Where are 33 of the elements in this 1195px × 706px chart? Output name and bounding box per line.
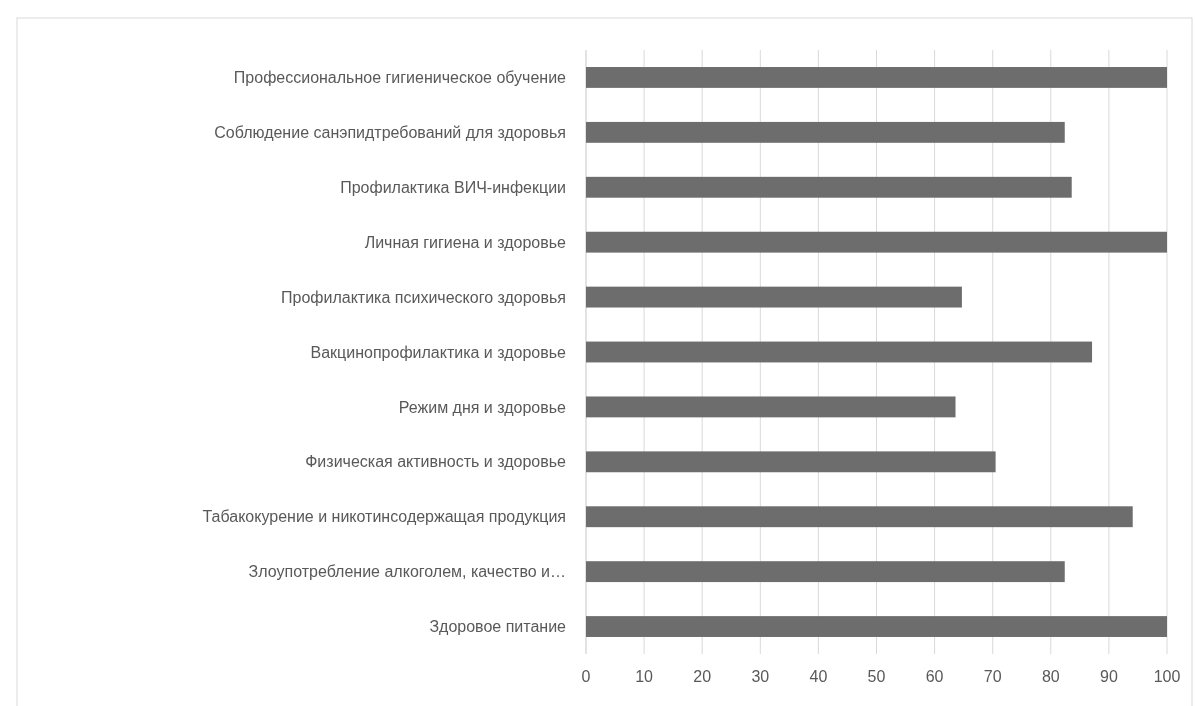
- y-tick-label: Здоровое питание: [429, 618, 567, 636]
- bar: [586, 396, 956, 418]
- y-tick-label: Профессиональное гигиеническое обучение: [233, 69, 567, 87]
- y-tick-label: Физическая активность и здоровье: [305, 453, 567, 471]
- y-tick-label: Профилактика ВИЧ-инфекции: [340, 178, 566, 196]
- bar: [586, 176, 1072, 198]
- y-tick-label: Соблюдение санэпидтребований для здоровья: [214, 123, 566, 141]
- x-tick-label: 20: [693, 668, 712, 685]
- bar: [586, 286, 962, 308]
- bar: [586, 341, 1093, 363]
- y-tick-label: Режим дня и здоровье: [398, 398, 567, 416]
- x-tick-label: 0: [581, 668, 591, 685]
- bar: [586, 451, 996, 473]
- y-tick-label: Табакокурение и никотинсодержащая продукция: [202, 508, 566, 526]
- x-tick-label: 70: [983, 668, 1002, 685]
- bar: [586, 121, 1065, 143]
- bar: [586, 561, 1065, 583]
- bar: [586, 506, 1133, 528]
- y-tick-label: Злоупотребление алкоголем, качество и…: [248, 563, 566, 581]
- x-tick-label: 40: [809, 668, 828, 685]
- x-tick-label: 10: [635, 668, 654, 685]
- x-tick-label: 90: [1100, 668, 1118, 685]
- x-tick-label: 30: [751, 668, 770, 685]
- x-tick-label: 100: [1153, 668, 1181, 685]
- bar: [586, 616, 1167, 637]
- y-tick-label: Профилактика психического здоровья: [281, 288, 566, 306]
- y-tick-label: Личная гигиена и здоровье: [364, 233, 567, 251]
- bar: [586, 231, 1167, 253]
- x-tick-label: 60: [925, 668, 944, 685]
- bar: [586, 67, 1167, 88]
- x-tick-label: 50: [867, 668, 886, 685]
- x-tick-label: 80: [1041, 668, 1060, 685]
- y-tick-label: Вакцинопрофилактика и здоровье: [310, 343, 567, 361]
